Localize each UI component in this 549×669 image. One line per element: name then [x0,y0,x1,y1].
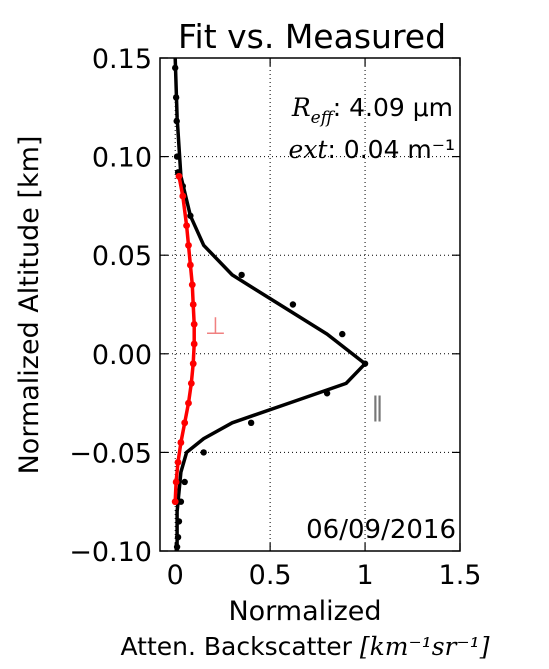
red-data-point [187,379,195,387]
y-tick-label: 0.15 [92,44,152,75]
y-tick-label: 0.05 [92,241,152,272]
x-axis-label-text: Atten. Backscatter [121,632,360,661]
x-tick-label: 0.5 [249,560,292,591]
red-data-point [188,281,196,289]
black-data-point [361,360,369,367]
red-data-point [174,458,182,466]
red-data-point [171,498,179,506]
plot-area [160,58,460,551]
red-data-point [183,222,190,230]
red-data-point [175,172,183,180]
y-tick-label: −0.05 [69,438,152,469]
perpendicular-symbol: ⊥ [205,312,226,340]
black-data-point [200,449,207,456]
black-data-point [171,64,179,72]
ext-annotation: ext: 0.04 m⁻¹ [288,135,455,164]
x-tick-label: 0 [167,560,184,591]
black-data-point [175,518,183,525]
black-data-point [238,271,245,279]
black-data-point [323,390,331,397]
red-data-point [190,340,198,348]
black-data-point [247,419,255,427]
plot-frame [159,57,461,552]
series-layer [171,57,369,551]
y-tick-labels: −0.10 −0.05 0.00 0.05 0.10 0.15 [69,44,152,568]
ext-value: : 0.04 m⁻¹ [327,135,455,164]
x-tick-labels: 0 0.5 1 1.5 [167,560,482,591]
x-tick-label: 1.5 [439,560,482,591]
y-tick-label: −0.10 [69,537,152,568]
date-label: 06/09/2016 [306,515,456,545]
x-axis-label-line1: Normalized [228,596,381,627]
black-data-point [181,478,188,486]
red-data-point [172,478,180,486]
chart-title: Fit vs. Measured [178,17,446,56]
red-data-point [177,439,185,446]
black-data-point [177,498,185,505]
ext-math: ext [288,135,328,164]
black-data-point [173,117,180,125]
reff-value: : 4.09 μm [333,93,453,122]
black-data-point [289,301,297,308]
x-tick-label: 1 [356,560,373,591]
reff-annotation: Reff: 4.09 μm [291,93,453,128]
black-data-point [174,533,182,541]
parallel-symbol: ‖ [371,392,384,422]
red-data-point [181,419,189,427]
x-axis-label-units: [km⁻¹sr⁻¹] [360,632,490,661]
red-data-point [185,241,192,249]
y-tick-label: 0.00 [92,340,152,371]
x-axis-label-line2: Atten. Backscatter [km⁻¹sr⁻¹] [121,632,490,661]
black-data-point [172,94,180,101]
y-tick-label: 0.10 [92,143,152,174]
black-data-point [173,153,181,160]
red-data-point [189,301,197,308]
black-data-point [339,330,346,338]
red-data-point [186,261,194,269]
red-data-point [189,360,197,368]
red-data-point [179,192,187,200]
y-axis-label: Normalized Altitude [km] [14,136,45,475]
red-data-point [185,399,192,407]
black-data-point [187,212,194,219]
red-data-point [190,320,198,328]
